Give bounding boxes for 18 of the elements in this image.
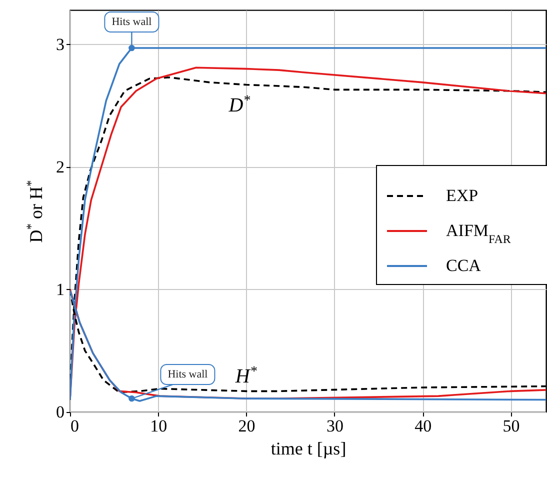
legend-label: AIFM$_{FAR}$ bbox=[446, 221, 511, 246]
legend-label: EXP bbox=[446, 186, 478, 205]
legend-label: CCA bbox=[446, 256, 482, 275]
y-tick-label: 1 bbox=[56, 280, 64, 299]
x-axis-title: time t [µs] bbox=[270, 438, 346, 458]
x-tick-label: 10 bbox=[150, 416, 168, 436]
annotation: D$^{*}$ bbox=[228, 93, 250, 117]
annotation: Hits wall bbox=[112, 16, 152, 28]
x-tick-label: 0 bbox=[70, 416, 79, 436]
x-tick-label: 40 bbox=[414, 416, 432, 436]
y-tick-label: 3 bbox=[56, 34, 64, 54]
annotation: H$^{*}$ bbox=[234, 364, 257, 388]
x-tick-label: 50 bbox=[502, 416, 520, 436]
y-tick-label: 2 bbox=[56, 157, 64, 176]
y-tick-label: 0 bbox=[56, 402, 64, 422]
x-tick-label: 30 bbox=[326, 416, 344, 436]
annotation: Hits wall bbox=[168, 368, 208, 381]
x-tick-label: 20 bbox=[238, 416, 256, 436]
